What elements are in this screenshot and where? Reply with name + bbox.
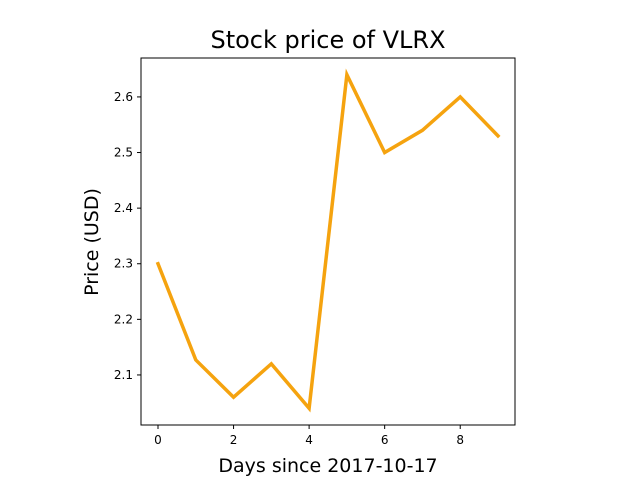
price-series-line [155, 68, 501, 413]
chart-title: Stock price of VLRX [210, 26, 445, 54]
x-tick-label: 6 [381, 433, 389, 447]
x-axis: 0 2 4 6 8 [154, 425, 464, 447]
x-tick-label: 8 [456, 433, 464, 447]
y-axis: 2.1 2.2 2.3 2.4 2.5 2.6 [114, 90, 141, 382]
series-layer [155, 68, 501, 413]
x-axis-label: Days since 2017-10-17 [218, 455, 437, 477]
y-tick-label: 2.4 [114, 201, 133, 215]
y-tick-label: 2.6 [114, 90, 133, 104]
plot-frame [140, 57, 516, 426]
plot-area: 0 2 4 6 8 2.1 2.2 2.3 2.4 2.5 2.6 [114, 57, 516, 447]
y-tick-label: 2.3 [114, 257, 133, 271]
x-tick-label: 2 [230, 433, 238, 447]
y-tick-label: 2.2 [114, 312, 133, 326]
x-tick-label: 0 [154, 433, 162, 447]
x-tick-label: 4 [305, 433, 313, 447]
y-tick-label: 2.1 [114, 368, 133, 382]
y-axis-label: Price (USD) [81, 188, 103, 296]
y-tick-label: 2.5 [114, 146, 133, 160]
